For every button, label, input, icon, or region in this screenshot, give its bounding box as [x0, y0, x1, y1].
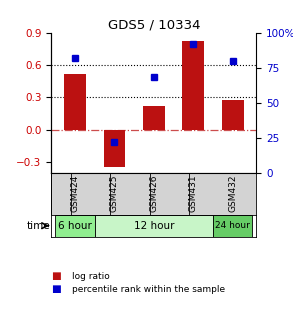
Text: 12 hour: 12 hour: [134, 221, 174, 231]
Title: GDS5 / 10334: GDS5 / 10334: [108, 19, 200, 31]
Text: ■: ■: [51, 271, 61, 281]
Bar: [222, 100, 243, 129]
Text: 6 hour: 6 hour: [58, 221, 92, 231]
Text: ■: ■: [51, 284, 61, 294]
Bar: [213, 215, 253, 237]
Bar: [143, 106, 165, 129]
Text: GSM424: GSM424: [70, 175, 79, 212]
Bar: [95, 215, 213, 237]
Text: percentile rank within the sample: percentile rank within the sample: [72, 285, 225, 294]
Text: GSM426: GSM426: [149, 175, 158, 212]
Text: log ratio: log ratio: [72, 272, 110, 281]
Bar: [55, 215, 95, 237]
Text: 24 hour: 24 hour: [215, 221, 250, 230]
Bar: [183, 41, 204, 129]
Text: time: time: [27, 221, 50, 231]
Bar: [64, 74, 86, 129]
Text: GSM432: GSM432: [228, 175, 237, 212]
Bar: [103, 129, 125, 167]
Text: GSM431: GSM431: [189, 175, 198, 212]
Text: GSM425: GSM425: [110, 175, 119, 212]
